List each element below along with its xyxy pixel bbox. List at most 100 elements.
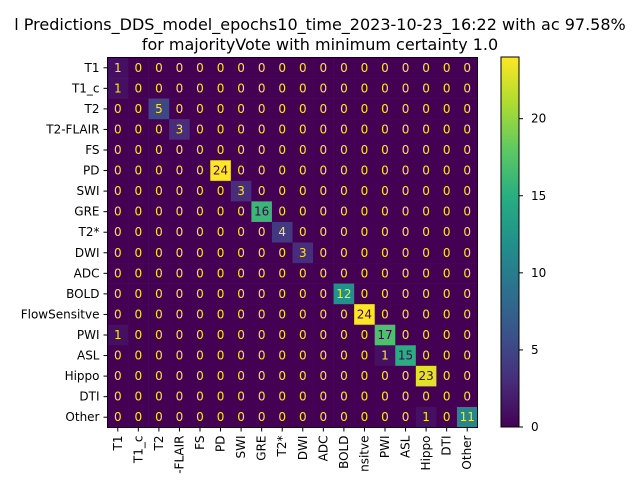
- heatmap-cell: [251, 180, 273, 202]
- heatmap-cell: [271, 221, 293, 243]
- cell-value-label: 0: [196, 287, 204, 301]
- cell-value-label: 0: [135, 61, 143, 75]
- cell-value-label: 0: [278, 369, 286, 383]
- heatmap-cell: [436, 180, 458, 202]
- heatmap-cell: [456, 98, 478, 120]
- heatmap-cell: [230, 324, 252, 346]
- heatmap-cell: [128, 98, 149, 120]
- heatmap-cell: [128, 160, 149, 182]
- cell-value-label: 0: [340, 307, 348, 321]
- cell-value-label: 0: [463, 102, 471, 116]
- heatmap-cell: [107, 242, 129, 264]
- cell-value-label: 0: [340, 184, 348, 198]
- heatmap-cell: [189, 304, 211, 326]
- heatmap-cell: [374, 221, 396, 243]
- cell-value-label: 0: [361, 102, 369, 116]
- cell-value-label: 0: [237, 61, 245, 75]
- heatmap-cell: [354, 139, 376, 161]
- heatmap-cell: [374, 201, 396, 223]
- cell-value-label: 0: [155, 164, 163, 178]
- y-tick-label: T2*: [78, 225, 100, 239]
- cell-value-label: 0: [114, 143, 122, 157]
- cell-value-label: 0: [422, 205, 430, 219]
- heatmap-cell: [128, 57, 149, 79]
- cell-value-label: 0: [278, 122, 286, 136]
- heatmap-cell: [333, 180, 355, 202]
- heatmap-cell: [128, 180, 149, 202]
- heatmap-cell: [395, 98, 417, 120]
- heatmap-cell: [436, 324, 458, 346]
- heatmap-cell: [436, 119, 458, 141]
- heatmap-cell: [210, 201, 232, 223]
- cell-value-label: 0: [176, 102, 184, 116]
- cell-value-label: 0: [155, 225, 163, 239]
- cell-value-label: 0: [381, 246, 389, 260]
- cell-value-label: 0: [320, 307, 328, 321]
- heatmap-cell: [395, 180, 417, 202]
- cell-value-label: 0: [278, 287, 286, 301]
- heatmap-cell: [128, 406, 149, 428]
- cell-value-label: 0: [299, 307, 307, 321]
- heatmap-cell: [456, 201, 478, 223]
- cell-value-label: 0: [217, 143, 225, 157]
- cell-value-label: 3: [237, 184, 245, 198]
- heatmap-cell: [128, 345, 149, 367]
- heatmap-cell: [313, 221, 334, 243]
- cell-value-label: 0: [402, 143, 410, 157]
- heatmap-cell: [436, 263, 458, 284]
- heatmap-cell: [333, 386, 355, 408]
- heatmap-cell: [415, 406, 437, 428]
- cell-value-label: 0: [381, 205, 389, 219]
- cell-value-label: 0: [340, 61, 348, 75]
- cell-value-label: 0: [361, 81, 369, 95]
- cell-value-label: 0: [463, 225, 471, 239]
- heatmap-cell: [395, 221, 417, 243]
- cell-value-label: 0: [320, 102, 328, 116]
- cell-value-label: 0: [320, 164, 328, 178]
- heatmap-cell: [292, 324, 314, 346]
- cell-value-label: 0: [258, 102, 266, 116]
- heatmap-cells: 1 0 0 0 0 0 0 0 0 0 0 0 0 0 0 0 0 01 0 0 0 0 0 0 0 0 0 0 0 0 0 0 0 0 00 0 5 0…: [107, 57, 478, 428]
- x-tick-label: Other: [460, 435, 474, 469]
- heatmap-cell: [456, 57, 478, 79]
- heatmap-cell: [415, 324, 437, 346]
- cell-value-label: 0: [443, 410, 451, 424]
- cell-value-label: 0: [381, 369, 389, 383]
- cell-value-label: 0: [114, 164, 122, 178]
- cell-value-label: 0: [217, 369, 225, 383]
- cell-value-label: 0: [196, 307, 204, 321]
- cell-value-label: 0: [278, 246, 286, 260]
- heatmap-cell: [169, 283, 191, 305]
- heatmap-cell: [354, 57, 376, 79]
- heatmap-cell: [128, 139, 149, 161]
- cell-value-label: 0: [299, 410, 307, 424]
- heatmap-cell: [271, 365, 293, 387]
- colorbar-tick-label: 5: [531, 343, 539, 357]
- heatmap-cell: [271, 283, 293, 305]
- cell-value-label: 0: [258, 246, 266, 260]
- heatmap-cell: [169, 180, 191, 202]
- cell-value-label: 0: [463, 81, 471, 95]
- heatmap-cell: [251, 160, 273, 182]
- cell-value-label: 0: [320, 225, 328, 239]
- heatmap-cell: [189, 221, 211, 243]
- heatmap-cell: [189, 242, 211, 264]
- cell-value-label: 0: [258, 390, 266, 404]
- cell-value-label: 0: [135, 102, 143, 116]
- cell-value-label: 0: [443, 81, 451, 95]
- heatmap-cell: [292, 139, 314, 161]
- cell-value-label: 0: [155, 205, 163, 219]
- cell-value-label: 0: [402, 246, 410, 260]
- heatmap-cell: [436, 160, 458, 182]
- heatmap-cell: [251, 119, 273, 141]
- heatmap-cell: [374, 263, 396, 284]
- cell-value-label: 0: [135, 410, 143, 424]
- heatmap-cell: [148, 365, 170, 387]
- cell-value-label: 0: [258, 143, 266, 157]
- heatmap-cell: [230, 201, 252, 223]
- cell-value-label: 0: [320, 81, 328, 95]
- cell-value-label: 0: [463, 349, 471, 363]
- heatmap-cell: [333, 283, 355, 305]
- heatmap-cell: [271, 386, 293, 408]
- heatmap-cell: [107, 386, 129, 408]
